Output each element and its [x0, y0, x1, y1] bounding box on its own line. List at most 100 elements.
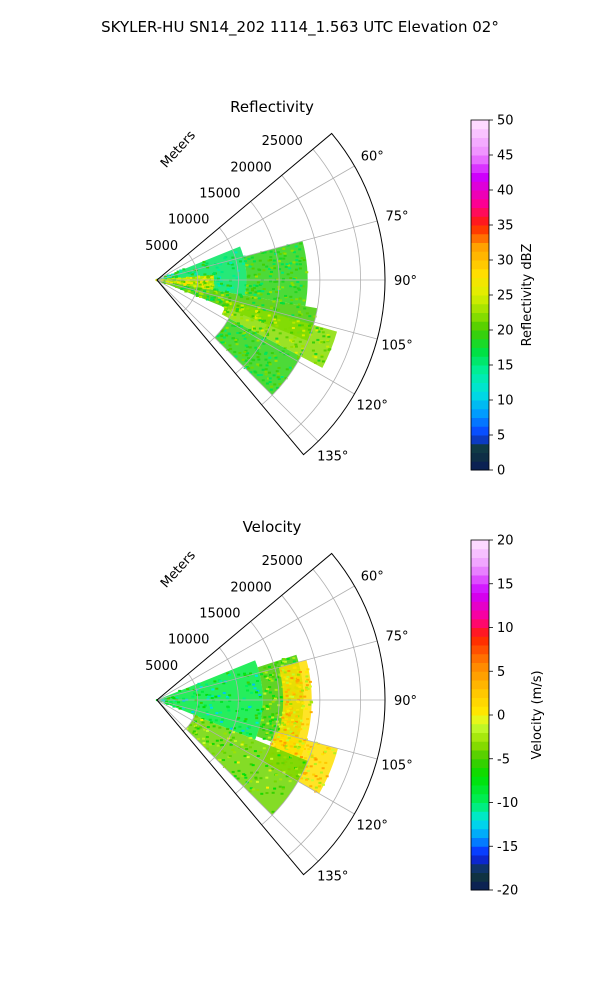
reflectivity-echo-speckle — [176, 271, 180, 274]
velocity-echo-speckle — [202, 744, 206, 747]
reflectivity-echo-speckle — [303, 307, 307, 310]
reflectivity-colorbar-segment — [471, 268, 489, 278]
reflectivity-echo-speckle — [160, 281, 164, 284]
reflectivity-echo-speckle — [291, 327, 295, 330]
velocity-echo-speckle — [196, 727, 200, 730]
reflectivity-echo-speckle — [240, 317, 244, 320]
velocity-echo-speckle — [283, 676, 287, 679]
reflectivity-echo-speckle — [300, 324, 304, 327]
reflectivity-echo-speckle — [193, 271, 197, 274]
velocity-echo-speckle — [254, 776, 258, 779]
velocity-echo-speckle — [226, 697, 230, 700]
velocity-echo-speckle — [308, 703, 312, 706]
velocity-colorbar-segment — [471, 653, 489, 663]
reflectivity-echo-speckle — [326, 345, 330, 348]
velocity-echo-speckle — [269, 720, 273, 723]
velocity-echo-speckle — [240, 774, 244, 777]
reflectivity-colorbar-tick-label: 25 — [497, 289, 514, 304]
reflectivity-echo-speckle — [244, 349, 248, 352]
reflectivity-echo-speckle — [281, 277, 285, 280]
velocity-echo-speckle — [303, 757, 307, 760]
reflectivity-echo-speckle — [275, 337, 279, 340]
velocity-echo-layer — [155, 654, 338, 816]
reflectivity-echo-speckle — [193, 286, 197, 289]
velocity-echo-speckle — [229, 727, 233, 730]
reflectivity-colorbar-segment — [471, 426, 489, 436]
velocity-echo-speckle — [327, 747, 331, 750]
reflectivity-echo-speckle — [266, 326, 270, 329]
reflectivity-echo-speckle — [180, 282, 184, 285]
reflectivity-echo-speckle — [278, 332, 282, 335]
reflectivity-echo-speckle — [250, 319, 254, 322]
velocity-echo-speckle — [265, 776, 269, 779]
velocity-echo-speckle — [276, 762, 280, 765]
velocity-echo-speckle — [260, 673, 264, 676]
velocity-echo-speckle — [215, 712, 219, 715]
velocity-colorbar-label: Velocity (m/s) — [530, 670, 545, 759]
reflectivity-azimuth-tick-label: 105° — [381, 338, 412, 353]
velocity-echo-speckle — [185, 727, 189, 730]
reflectivity-echo-speckle — [307, 328, 311, 331]
velocity-echo-speckle — [298, 670, 302, 673]
reflectivity-echo-speckle — [285, 336, 289, 339]
reflectivity-echo-speckle — [187, 290, 191, 293]
reflectivity-echo-speckle — [248, 346, 252, 349]
reflectivity-echo-speckle — [226, 284, 230, 287]
velocity-colorbar-segment — [471, 758, 489, 768]
reflectivity-echo-speckle — [301, 345, 305, 348]
reflectivity-echo-speckle — [255, 275, 259, 278]
velocity-colorbar-tick-label: -15 — [497, 840, 518, 855]
velocity-echo-speckle — [210, 695, 214, 698]
velocity-echo-speckle — [265, 704, 269, 707]
velocity-echo-speckle — [293, 742, 297, 745]
velocity-echo-speckle — [263, 716, 267, 719]
velocity-echo-speckle — [249, 763, 253, 766]
velocity-colorbar-segment — [471, 548, 489, 558]
reflectivity-echo-speckle — [296, 320, 300, 323]
reflectivity-echo-speckle — [231, 256, 235, 259]
velocity-echo-speckle — [243, 755, 247, 758]
reflectivity-echo-speckle — [258, 298, 262, 301]
velocity-echo-speckle — [198, 727, 202, 730]
reflectivity-colorbar-segment — [471, 216, 489, 226]
reflectivity-echo-speckle — [174, 272, 178, 275]
velocity-echo-speckle — [309, 785, 313, 788]
velocity-echo-speckle — [232, 727, 236, 730]
velocity-echo-speckle — [270, 757, 274, 760]
velocity-echo-speckle — [284, 703, 288, 706]
velocity-echo-speckle — [297, 729, 301, 732]
reflectivity-echo-speckle — [248, 265, 252, 268]
reflectivity-echo-speckle — [220, 271, 224, 274]
reflectivity-echo-speckle — [261, 368, 265, 371]
reflectivity-echo-speckle — [292, 278, 296, 281]
velocity-echo-speckle — [287, 670, 291, 673]
reflectivity-echo-speckle — [278, 268, 282, 271]
velocity-colorbar-segment — [471, 715, 489, 725]
velocity-colorbar-tick-label: -20 — [497, 884, 518, 899]
reflectivity-azimuth-tick-label: 90° — [394, 274, 417, 289]
velocity-echo-speckle — [273, 725, 277, 728]
velocity-echo-speckle — [255, 721, 259, 724]
reflectivity-colorbar-segment — [471, 330, 489, 340]
velocity-echo-speckle — [309, 753, 313, 756]
reflectivity-colorbar-segment — [471, 163, 489, 173]
velocity-echo-speckle — [299, 719, 303, 722]
reflectivity-echo-speckle — [296, 281, 300, 284]
reflectivity-echo-speckle — [200, 283, 204, 286]
reflectivity-echo-speckle — [292, 321, 296, 324]
reflectivity-echo-speckle — [302, 299, 306, 302]
reflectivity-range-tick-label: 15000 — [199, 186, 240, 201]
velocity-echo-speckle — [237, 769, 241, 772]
velocity-echo-speckle — [222, 759, 226, 762]
velocity-echo-speckle — [212, 699, 216, 702]
velocity-echo-speckle — [217, 695, 221, 698]
velocity-echo-speckle — [285, 747, 289, 750]
reflectivity-echo-speckle — [240, 325, 244, 328]
reflectivity-echo-speckle — [234, 338, 238, 341]
velocity-echo-speckle — [222, 692, 226, 695]
velocity-echo-speckle — [205, 740, 209, 743]
velocity-echo-speckle — [299, 728, 303, 731]
reflectivity-echo-speckle — [241, 354, 245, 357]
velocity-echo-speckle — [286, 727, 290, 730]
reflectivity-colorbar-segment — [471, 338, 489, 348]
